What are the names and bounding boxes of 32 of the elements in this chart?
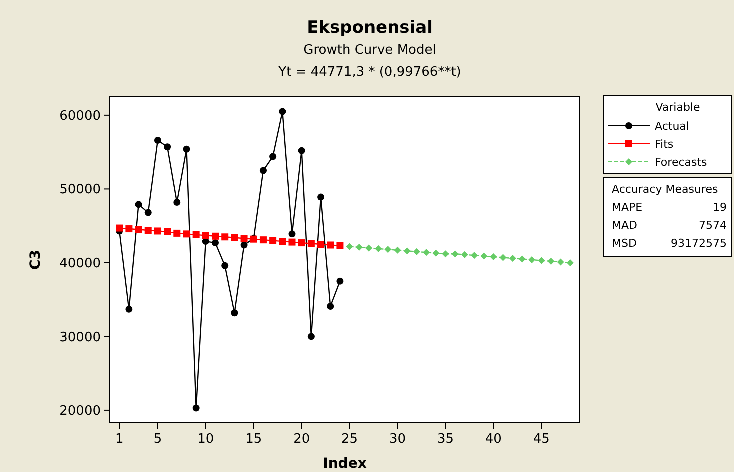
text: 93172575 [671,237,727,250]
x-tick-label: 30 [389,432,406,447]
y-tick-label: 60000 [60,108,101,124]
text: Accuracy Measures [612,183,718,196]
x-tick-label: 1 [115,432,124,447]
x-tick-label: 25 [342,432,358,447]
text: MSD [612,237,637,250]
legend-label: Fits [655,138,674,151]
y-tick-label: 30000 [60,330,101,346]
x-tick-label: 15 [246,432,262,447]
chart-subtitle: Growth Curve Model Yt = 44771,3 * (0,99766**t) [278,43,462,80]
legend-title: Variable [656,101,700,114]
legend-label: Forecasts [655,156,708,169]
x-tick-label: 35 [437,432,454,447]
text: 19 [713,201,727,214]
x-tick-label: 45 [533,432,550,447]
y-axis-title: C3 [28,250,44,270]
y-tick-label: 40000 [60,256,101,272]
point [336,242,344,250]
x-tick-label: 5 [154,432,162,447]
text: 7574 [699,219,727,232]
x-tick-label: 20 [294,432,310,447]
x-axis-title: Index [323,456,367,472]
text: MAPE [612,201,643,214]
x-tick-label: 10 [198,432,214,447]
x-tick-label: 40 [485,432,502,447]
point [116,224,124,232]
legend-label: Actual [655,120,690,133]
y-tick-label: 50000 [60,182,101,198]
y-tick-label: 20000 [60,404,101,420]
chart-title: Eksponensial [307,18,433,38]
text: MAD [612,219,638,232]
